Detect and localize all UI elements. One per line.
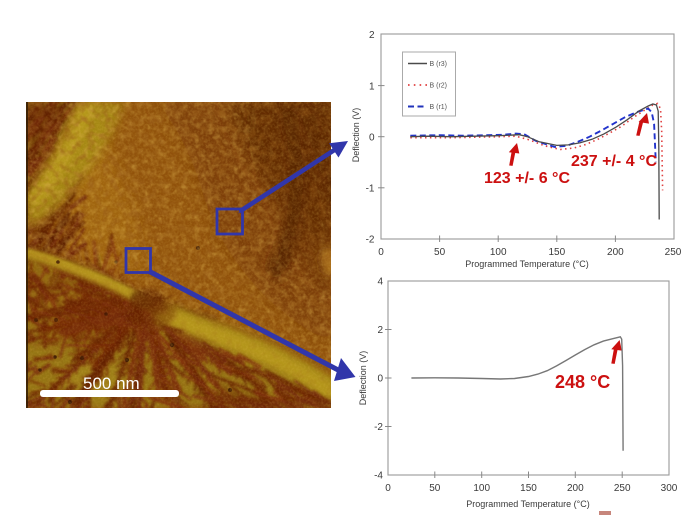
svg-text:1: 1 <box>369 81 375 92</box>
svg-text:200: 200 <box>607 247 624 258</box>
svg-text:-4: -4 <box>374 471 383 482</box>
svg-text:B (r3): B (r3) <box>430 61 448 68</box>
svg-text:-2: -2 <box>366 235 375 246</box>
svg-text:50: 50 <box>429 483 441 494</box>
svg-text:0: 0 <box>369 132 375 143</box>
svg-text:100: 100 <box>490 247 507 258</box>
svg-text:Deflection (V): Deflection (V) <box>351 108 361 163</box>
svg-text:200: 200 <box>567 483 584 494</box>
svg-text:-1: -1 <box>366 184 375 195</box>
svg-text:250: 250 <box>614 483 631 494</box>
svg-text:4: 4 <box>377 277 383 288</box>
svg-text:Programmed Temperature (°C): Programmed Temperature (°C) <box>466 499 589 509</box>
svg-text:300: 300 <box>661 483 678 494</box>
svg-text:Deflection (V): Deflection (V) <box>358 351 368 406</box>
svg-text:0: 0 <box>385 483 391 494</box>
svg-text:-2: -2 <box>374 422 383 433</box>
svg-text:150: 150 <box>548 247 565 258</box>
svg-text:B (r2): B (r2) <box>430 83 448 90</box>
svg-text:248 °C: 248 °C <box>555 372 610 392</box>
svg-text:100: 100 <box>473 483 490 494</box>
svg-text:250: 250 <box>665 247 682 258</box>
svg-text:0: 0 <box>378 247 384 258</box>
svg-text:Programmed Temperature (°C): Programmed Temperature (°C) <box>465 259 588 269</box>
svg-text:500 nm: 500 nm <box>83 374 140 393</box>
svg-text:150: 150 <box>520 483 537 494</box>
svg-text:2: 2 <box>369 30 375 41</box>
svg-text:50: 50 <box>434 247 446 258</box>
svg-text:237 +/- 4 °C: 237 +/- 4 °C <box>571 153 657 170</box>
svg-text:B (r1): B (r1) <box>430 104 448 111</box>
svg-text:123 +/- 6 °C: 123 +/- 6 °C <box>484 170 570 187</box>
svg-text:2: 2 <box>377 325 383 336</box>
svg-text:0: 0 <box>377 374 383 385</box>
